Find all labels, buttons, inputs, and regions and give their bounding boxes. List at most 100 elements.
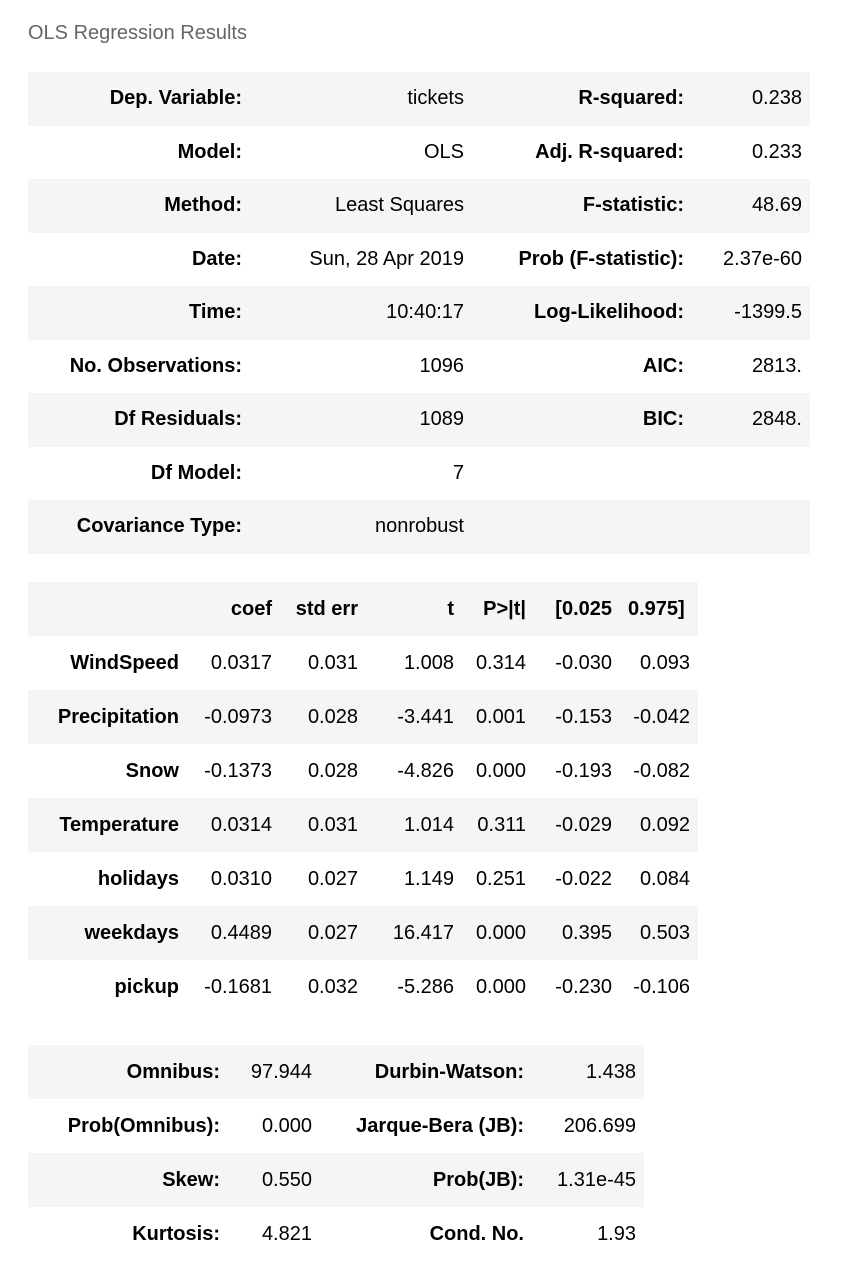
summary-label: Adj. R-squared: bbox=[472, 125, 692, 179]
summary-value: nonrobust bbox=[250, 500, 472, 554]
table-row: holidays 0.0310 0.027 1.149 0.251 -0.022… bbox=[28, 852, 698, 906]
table-row: Date: Sun, 28 Apr 2019 Prob (F-statistic… bbox=[28, 232, 810, 286]
table-cell: -0.193 bbox=[534, 744, 620, 798]
table-cell: 0.092 bbox=[620, 798, 698, 852]
table-cell: -0.1373 bbox=[187, 744, 280, 798]
diagnostic-value: 1.93 bbox=[532, 1207, 644, 1261]
summary-value: 2813. bbox=[692, 339, 810, 393]
summary-label: R-squared: bbox=[472, 72, 692, 126]
table-cell: -5.286 bbox=[366, 960, 462, 1014]
table-row: pickup -0.1681 0.032 -5.286 0.000 -0.230… bbox=[28, 960, 698, 1014]
table-cell: -0.106 bbox=[620, 960, 698, 1014]
table-cell: -0.0973 bbox=[187, 690, 280, 744]
summary-label: Df Residuals: bbox=[28, 393, 250, 447]
table-row: Df Residuals: 1089 BIC: 2848. bbox=[28, 393, 810, 447]
summary-label: Dep. Variable: bbox=[28, 72, 250, 126]
table-row: Skew: 0.550 Prob(JB): 1.31e-45 bbox=[28, 1153, 644, 1207]
summary-label: No. Observations: bbox=[28, 339, 250, 393]
diagnostic-label: Omnibus: bbox=[28, 1045, 228, 1099]
table-cell: 0.251 bbox=[462, 852, 534, 906]
table-row: No. Observations: 1096 AIC: 2813. bbox=[28, 339, 810, 393]
summary-label: F-statistic: bbox=[472, 179, 692, 233]
summary-label: Time: bbox=[28, 286, 250, 340]
table-row: WindSpeed 0.0317 0.031 1.008 0.314 -0.03… bbox=[28, 636, 698, 690]
table-row: Dep. Variable: tickets R-squared: 0.238 bbox=[28, 72, 810, 126]
summary-value: 1096 bbox=[250, 339, 472, 393]
table-cell: -0.082 bbox=[620, 744, 698, 798]
table-cell: 0.093 bbox=[620, 636, 698, 690]
variable-name: weekdays bbox=[28, 906, 187, 960]
table-cell: -0.1681 bbox=[187, 960, 280, 1014]
column-header: std err bbox=[280, 582, 366, 636]
diagnostic-value: 4.821 bbox=[228, 1207, 320, 1261]
diagnostic-label: Durbin-Watson: bbox=[320, 1045, 532, 1099]
table-cell: 1.014 bbox=[366, 798, 462, 852]
coefficients-table: coef std err t P>|t| [0.025 0.975] WindS… bbox=[28, 582, 698, 1014]
diagnostic-label: Cond. No. bbox=[320, 1207, 532, 1261]
table-row: weekdays 0.4489 0.027 16.417 0.000 0.395… bbox=[28, 906, 698, 960]
table-cell: 0.084 bbox=[620, 852, 698, 906]
table-cell: 16.417 bbox=[366, 906, 462, 960]
summary-value: 2.37e-60 bbox=[692, 232, 810, 286]
table-row: Time: 10:40:17 Log-Likelihood: -1399.5 bbox=[28, 286, 810, 340]
summary-label: AIC: bbox=[472, 339, 692, 393]
diagnostic-label: Prob(Omnibus): bbox=[28, 1099, 228, 1153]
diagnostics-table: Omnibus: 97.944 Durbin-Watson: 1.438 Pro… bbox=[28, 1045, 644, 1261]
table-cell: 0.0317 bbox=[187, 636, 280, 690]
summary-value: 48.69 bbox=[692, 179, 810, 233]
table-cell: -0.022 bbox=[534, 852, 620, 906]
column-header: coef bbox=[187, 582, 280, 636]
summary-label: Method: bbox=[28, 179, 250, 233]
table-cell: -4.826 bbox=[366, 744, 462, 798]
variable-name: Snow bbox=[28, 744, 187, 798]
summary-label: Model: bbox=[28, 125, 250, 179]
summary-label: Date: bbox=[28, 232, 250, 286]
variable-name: WindSpeed bbox=[28, 636, 187, 690]
table-cell: 0.031 bbox=[280, 798, 366, 852]
table-cell: -0.029 bbox=[534, 798, 620, 852]
summary-value: 1089 bbox=[250, 393, 472, 447]
table-caption: OLS Regression Results bbox=[28, 22, 247, 44]
variable-name: Temperature bbox=[28, 798, 187, 852]
table-row: Temperature 0.0314 0.031 1.014 0.311 -0.… bbox=[28, 798, 698, 852]
summary-label: Covariance Type: bbox=[28, 500, 250, 554]
model-summary-table: Dep. Variable: tickets R-squared: 0.238 … bbox=[28, 72, 810, 554]
diagnostic-value: 1.438 bbox=[532, 1045, 644, 1099]
table-cell: 0.000 bbox=[462, 744, 534, 798]
table-cell: 0.027 bbox=[280, 906, 366, 960]
table-cell: 1.008 bbox=[366, 636, 462, 690]
table-row: Snow -0.1373 0.028 -4.826 0.000 -0.193 -… bbox=[28, 744, 698, 798]
diagnostic-label: Jarque-Bera (JB): bbox=[320, 1099, 532, 1153]
diagnostic-value: 97.944 bbox=[228, 1045, 320, 1099]
column-header: [0.025 bbox=[534, 582, 620, 636]
table-cell: 0.395 bbox=[534, 906, 620, 960]
table-cell: 0.0310 bbox=[187, 852, 280, 906]
table-cell: 0.000 bbox=[462, 960, 534, 1014]
table-row: Covariance Type: nonrobust bbox=[28, 500, 810, 554]
table-cell: 1.149 bbox=[366, 852, 462, 906]
table-cell: -0.230 bbox=[534, 960, 620, 1014]
table-cell: 0.027 bbox=[280, 852, 366, 906]
table-row: Precipitation -0.0973 0.028 -3.441 0.001… bbox=[28, 690, 698, 744]
summary-label: Df Model: bbox=[28, 446, 250, 500]
table-cell: 0.311 bbox=[462, 798, 534, 852]
table-header-row: coef std err t P>|t| [0.025 0.975] bbox=[28, 582, 698, 636]
table-cell: 0.028 bbox=[280, 690, 366, 744]
summary-value: 2848. bbox=[692, 393, 810, 447]
diagnostic-value: 1.31e-45 bbox=[532, 1153, 644, 1207]
summary-label: BIC: bbox=[472, 393, 692, 447]
diagnostic-value: 0.000 bbox=[228, 1099, 320, 1153]
table-row: Omnibus: 97.944 Durbin-Watson: 1.438 bbox=[28, 1045, 644, 1099]
summary-value: 0.238 bbox=[692, 72, 810, 126]
summary-value: 10:40:17 bbox=[250, 286, 472, 340]
table-cell: 0.314 bbox=[462, 636, 534, 690]
table-cell: 0.031 bbox=[280, 636, 366, 690]
summary-value: OLS bbox=[250, 125, 472, 179]
summary-value: 7 bbox=[250, 446, 472, 500]
summary-label: Log-Likelihood: bbox=[472, 286, 692, 340]
diagnostic-label: Skew: bbox=[28, 1153, 228, 1207]
table-row: Df Model: 7 bbox=[28, 446, 810, 500]
variable-name: holidays bbox=[28, 852, 187, 906]
summary-value: tickets bbox=[250, 72, 472, 126]
table-cell: 0.032 bbox=[280, 960, 366, 1014]
